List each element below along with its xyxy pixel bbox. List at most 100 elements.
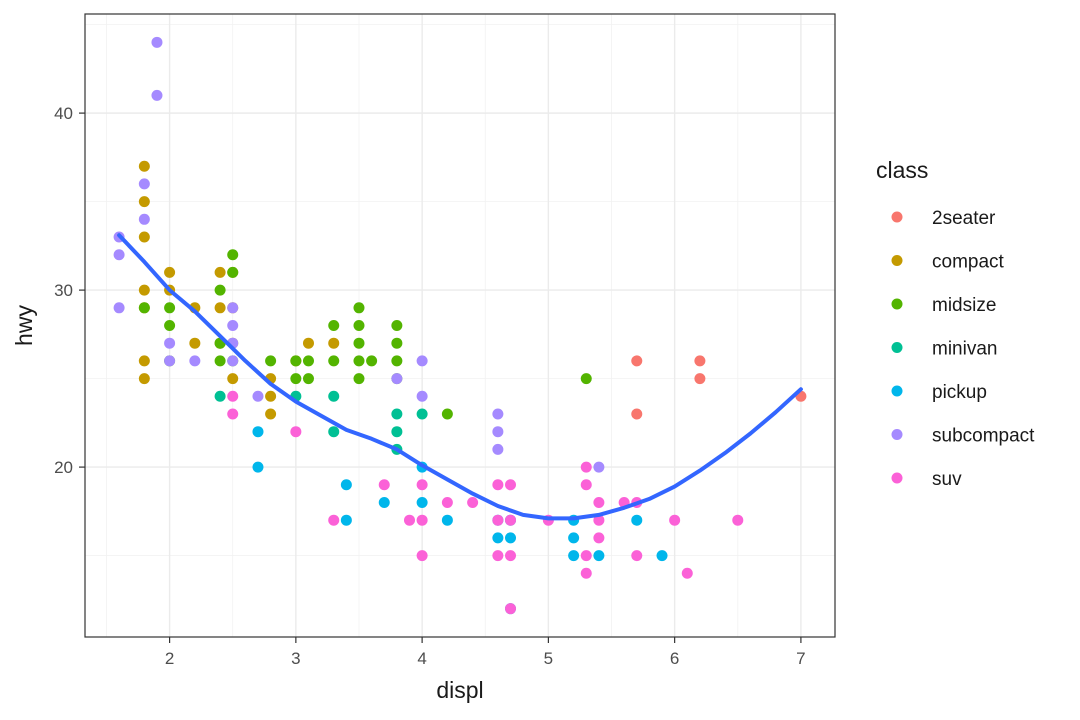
data-point-midsize: [353, 337, 365, 349]
data-point-midsize: [214, 355, 226, 367]
data-point-pickup: [656, 550, 668, 562]
plot-border: [84, 13, 836, 638]
data-point-subcompact: [227, 355, 239, 367]
x-tick-label: 2: [165, 649, 174, 668]
legend-key-pickup: [891, 385, 903, 397]
data-point-pickup: [631, 514, 643, 526]
data-point-suv: [580, 461, 592, 473]
x-tick-label: 4: [417, 649, 426, 668]
data-point-minivan: [391, 408, 403, 420]
data-point-2seater: [631, 408, 643, 420]
data-point-compact: [265, 390, 277, 402]
data-point-subcompact: [391, 373, 403, 385]
data-point-pickup: [593, 550, 605, 562]
data-point-suv: [227, 390, 239, 402]
data-point-suv: [580, 479, 592, 491]
data-point-midsize: [227, 249, 239, 261]
data-point-suv: [593, 496, 605, 508]
data-point-subcompact: [416, 355, 428, 367]
data-point-midsize: [353, 302, 365, 314]
legend-label-pickup: pickup: [932, 382, 987, 403]
x-axis-title: displ: [436, 677, 483, 703]
data-point-compact: [138, 355, 150, 367]
data-point-suv: [505, 550, 517, 562]
y-tick-label: 30: [54, 281, 73, 300]
data-point-suv: [505, 479, 517, 491]
data-point-compact: [138, 231, 150, 243]
legend-title: class: [876, 157, 928, 183]
data-point-compact: [302, 337, 314, 349]
data-point-compact: [328, 337, 340, 349]
data-point-pickup: [505, 532, 517, 544]
data-point-suv: [505, 514, 517, 526]
data-point-midsize: [164, 302, 176, 314]
data-point-suv: [290, 426, 302, 438]
data-point-minivan: [328, 426, 340, 438]
data-point-midsize: [391, 320, 403, 331]
data-point-minivan: [328, 390, 340, 402]
data-point-midsize: [353, 373, 365, 385]
y-axis-title: hwy: [11, 305, 37, 346]
data-point-midsize: [353, 355, 365, 367]
data-point-suv: [732, 514, 744, 526]
data-point-pickup: [441, 514, 453, 526]
data-point-suv: [631, 550, 643, 562]
data-point-subcompact: [164, 355, 176, 367]
data-point-compact: [138, 196, 150, 208]
data-point-subcompact: [593, 461, 605, 473]
data-point-midsize: [227, 266, 239, 278]
data-point-compact: [164, 266, 176, 278]
data-point-suv: [492, 514, 504, 526]
data-point-compact: [138, 284, 150, 296]
data-point-suv: [681, 567, 693, 579]
data-point-pickup: [340, 479, 352, 491]
legend-key-compact: [891, 255, 903, 266]
data-point-midsize: [353, 320, 365, 331]
data-point-minivan: [391, 426, 403, 438]
axes: 2 3 4 5 6 7 20 30 40: [54, 104, 806, 668]
data-point-subcompact: [113, 302, 125, 314]
data-point-subcompact: [151, 36, 163, 48]
data-point-subcompact: [492, 408, 504, 420]
data-point-subcompact: [164, 337, 176, 349]
data-point-midsize: [290, 373, 302, 385]
legend-key-subcompact: [891, 429, 903, 440]
y-tick-label: 40: [54, 104, 73, 123]
data-point-subcompact: [492, 443, 504, 455]
data-point-midsize: [265, 355, 277, 367]
legend-key-2seater: [891, 211, 903, 223]
data-point-suv: [227, 408, 239, 420]
data-point-suv: [580, 567, 592, 579]
x-tick-label: 6: [670, 649, 679, 668]
data-point-subcompact: [138, 178, 150, 190]
x-tick-label: 7: [796, 649, 805, 668]
data-point-midsize: [214, 284, 226, 296]
data-point-midsize: [391, 355, 403, 367]
data-point-suv: [492, 479, 504, 491]
data-point-2seater: [694, 373, 706, 385]
data-point-subcompact: [138, 213, 150, 225]
data-point-2seater: [694, 355, 706, 367]
data-point-pickup: [492, 532, 504, 544]
data-point-compact: [265, 408, 277, 420]
data-point-compact: [138, 160, 150, 172]
data-point-compact: [227, 373, 239, 385]
data-point-pickup: [252, 461, 264, 473]
data-point-pickup: [252, 426, 264, 438]
legend-key-minivan: [891, 342, 903, 353]
data-point-pickup: [568, 550, 580, 562]
data-point-suv: [580, 550, 592, 562]
data-point-suv: [328, 514, 340, 526]
data-point-midsize: [138, 302, 150, 314]
data-point-midsize: [164, 320, 176, 331]
data-point-suv: [441, 496, 453, 508]
legend-label-2seater: 2seater: [932, 208, 996, 229]
legend-label-minivan: minivan: [932, 339, 997, 360]
data-point-subcompact: [227, 320, 239, 331]
data-point-compact: [214, 302, 226, 314]
data-point-minivan: [416, 408, 428, 420]
data-point-subcompact: [189, 355, 201, 367]
data-point-midsize: [328, 320, 340, 331]
data-point-suv: [416, 550, 428, 562]
